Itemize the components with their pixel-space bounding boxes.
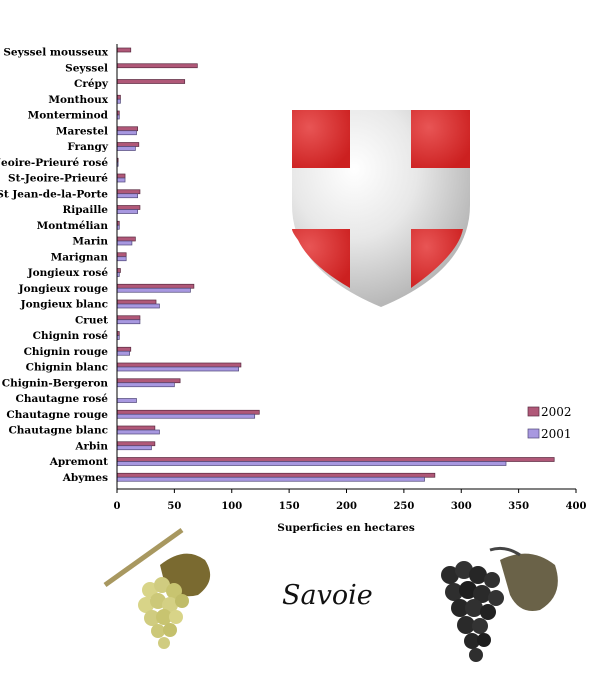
category-label: Marestel — [56, 125, 108, 137]
legend-label-2002: 2002 — [541, 405, 572, 419]
bar-2002 — [116, 346, 132, 352]
category-label: St Jean-de-la-Porte — [0, 188, 108, 200]
x-tick-label: 300 — [451, 501, 472, 512]
category-label: Abymes — [62, 472, 108, 484]
category-label: Jongieux blanc — [20, 299, 108, 311]
legend-swatch-2002 — [527, 406, 540, 417]
bar-2001 — [116, 287, 191, 293]
bar-2001 — [116, 429, 160, 435]
bar-2002 — [116, 425, 156, 431]
bar-2002 — [116, 142, 140, 147]
category-label: Marin — [72, 236, 108, 248]
x-tick-label: 350 — [508, 501, 529, 512]
legend: 2002 2001 — [527, 405, 572, 441]
legend-label-2001: 2001 — [541, 427, 572, 441]
bar-2002 — [116, 94, 121, 100]
bar-2002 — [116, 378, 181, 384]
category-label: Chignin rouge — [24, 346, 109, 358]
bar-2002 — [116, 205, 141, 210]
x-tick-label: 150 — [279, 501, 300, 512]
category-label: Seyssel — [65, 62, 108, 74]
bar-2002 — [116, 173, 126, 179]
bar-2002 — [116, 362, 242, 368]
bar-2001 — [116, 209, 139, 214]
bar-2002 — [116, 47, 132, 53]
black-grape-icon — [441, 546, 558, 662]
category-label: Arbin — [74, 440, 108, 452]
category-labels: Seyssel mousseux Seyssel Crépy Monthoux Mont… — [0, 47, 109, 484]
bar-2002 — [116, 283, 195, 289]
bar-2001 — [116, 413, 256, 419]
bar-2001 — [116, 146, 136, 151]
bar-2001 — [116, 461, 507, 466]
category-label: Chautagne blanc — [8, 425, 108, 437]
bar-2002 — [116, 315, 141, 321]
bar-2001 — [116, 130, 137, 136]
category-label: Cruet — [75, 314, 108, 326]
category-label: St-Jeoire-Prieuré — [8, 173, 108, 185]
category-label: Marignan — [51, 251, 109, 263]
category-label: Apremont — [49, 456, 108, 468]
category-label: Chignin-Bergeron — [2, 377, 109, 389]
bar-2001 — [116, 476, 425, 482]
bar-2001 — [116, 303, 160, 309]
bar-2001 — [116, 193, 139, 199]
x-tick-label: 250 — [393, 501, 414, 512]
category-label: Seyssel mousseux — [3, 47, 108, 59]
bar-2002 — [116, 189, 141, 195]
category-label: Jongieux rouge — [18, 283, 109, 295]
category-label: Montmélian — [37, 220, 109, 232]
category-label: Chignin rosé — [33, 330, 109, 342]
bar-2002 — [116, 457, 555, 462]
bar-2002 — [116, 63, 198, 69]
bar-2002 — [116, 472, 436, 478]
category-label: Chignin blanc — [26, 362, 108, 374]
bar-2002 — [116, 409, 260, 415]
bar-2001 — [116, 350, 130, 356]
bar-2001 — [116, 366, 239, 372]
category-label: Chautagne rouge — [6, 409, 108, 421]
bar-2001 — [116, 177, 126, 183]
bar-2002 — [116, 236, 136, 242]
bars-group — [116, 47, 555, 482]
legend-swatch-2001 — [527, 428, 540, 439]
bar-2001 — [116, 98, 121, 104]
category-label: Jongieux rosé — [27, 267, 109, 279]
bar-2002 — [116, 79, 186, 84]
category-label: Ripaille — [62, 204, 108, 216]
category-label: Frangy — [67, 141, 109, 153]
bar-2001 — [116, 319, 141, 325]
bar-2002 — [116, 441, 156, 447]
white-grape-icon — [103, 527, 211, 649]
bar-2002 — [116, 299, 157, 305]
x-tick-label: 50 — [167, 501, 181, 512]
bar-2002 — [116, 252, 127, 258]
x-tick-label: 0 — [114, 501, 121, 512]
bar-2001 — [116, 445, 152, 451]
bar-2001 — [116, 398, 137, 403]
x-tick-label: 100 — [221, 501, 242, 512]
x-tick-label: 200 — [336, 501, 357, 512]
category-label: St-Jeoire-Prieuré rosé — [0, 157, 108, 169]
category-label: Crépy — [74, 78, 109, 90]
savoy-shield-icon — [292, 110, 470, 307]
bar-2001 — [116, 240, 133, 246]
x-axis-title: Superficies en hectares — [277, 522, 415, 534]
chart-caption: Savoie — [282, 580, 373, 611]
category-label: Monthoux — [48, 94, 108, 106]
category-label: Monterminod — [28, 110, 109, 122]
bar-2002 — [116, 126, 139, 132]
bar-2001 — [116, 382, 175, 388]
bar-2001 — [116, 256, 127, 262]
x-tick-label: 400 — [566, 501, 587, 512]
bar-2002 — [116, 268, 121, 273]
category-label: Chautagne rosé — [15, 393, 108, 405]
x-axis: 0 50 100 150 200 250 300 350 400 — [114, 44, 587, 512]
